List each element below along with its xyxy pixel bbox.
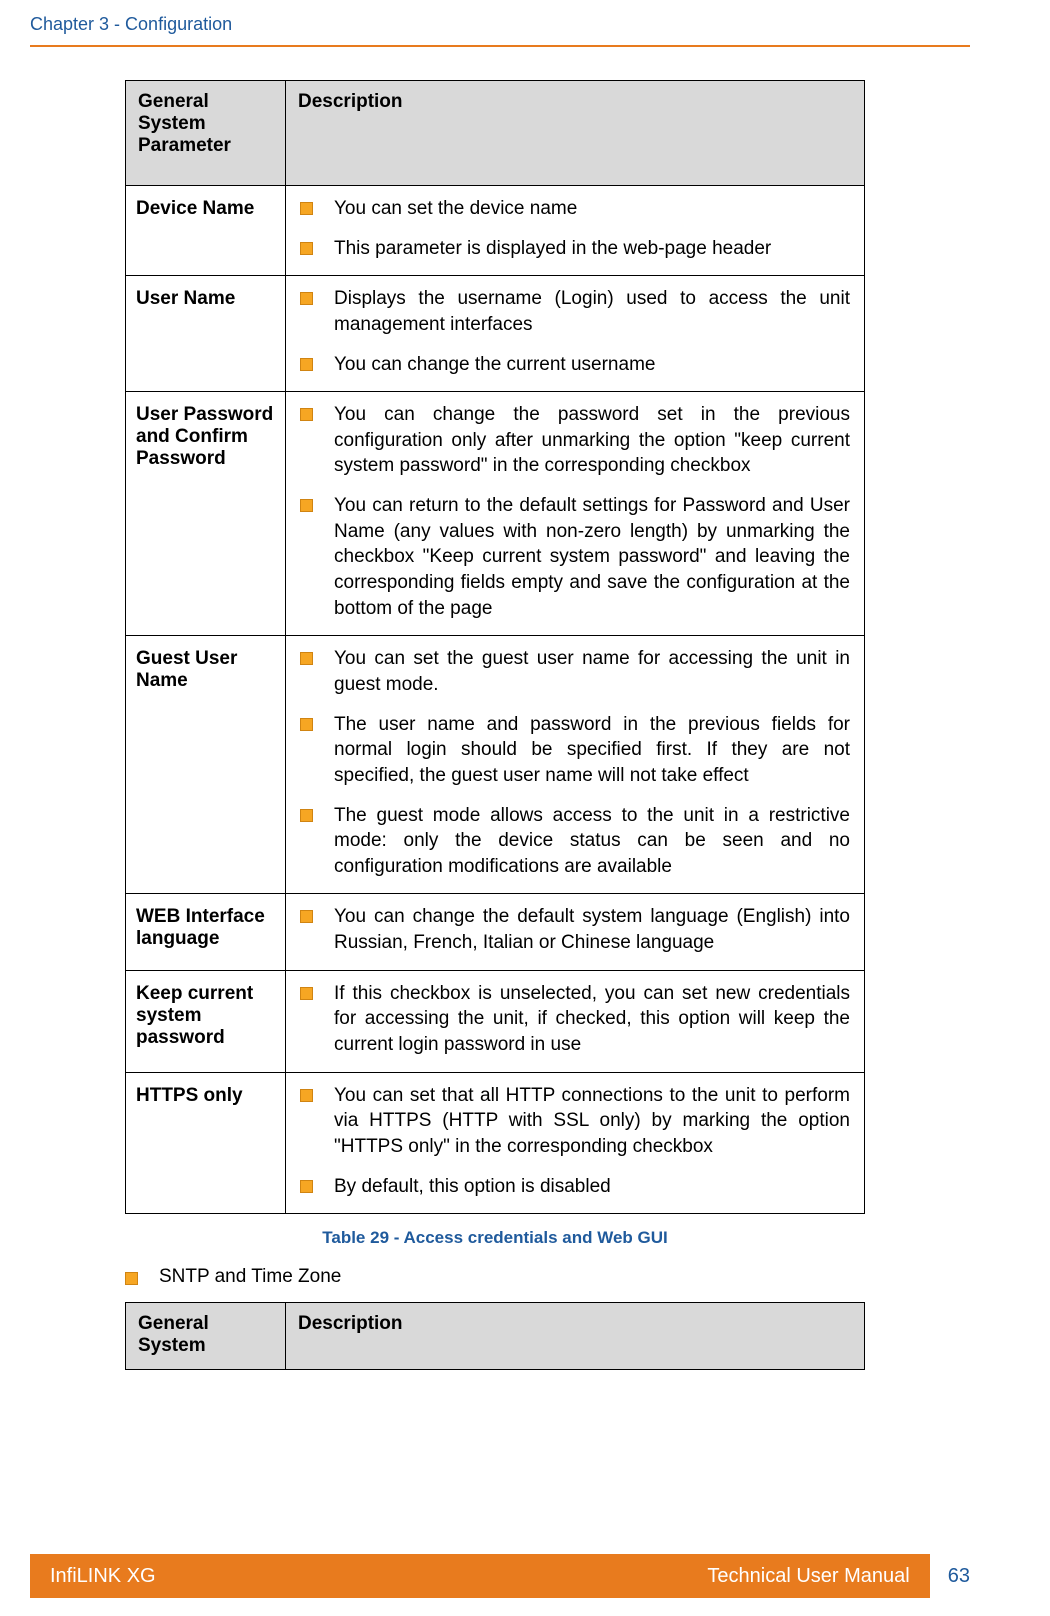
bullet-item: If this checkbox is unselected, you can … bbox=[300, 981, 850, 1058]
table-row: Guest User Name You can set the guest use… bbox=[126, 636, 865, 894]
bullet-item: You can return to the default settings f… bbox=[300, 493, 850, 621]
param-desc-cell: You can set that all HTTP connections to… bbox=[286, 1072, 865, 1214]
param-desc-cell: You can change the default system langua… bbox=[286, 894, 865, 970]
section-sntp-label: SNTP and Time Zone bbox=[159, 1266, 341, 1287]
bullet-item: You can set the device name bbox=[300, 196, 850, 222]
bullet-list: Displays the username (Login) used to ac… bbox=[300, 286, 850, 377]
param-desc-cell: You can set the guest user name for acce… bbox=[286, 636, 865, 894]
param-name-cell: HTTPS only bbox=[126, 1072, 286, 1214]
bullet-list: You can set the guest user name for acce… bbox=[300, 646, 850, 879]
parameters-table-1: General System Parameter Description Dev… bbox=[125, 80, 865, 1214]
table-row: Keep current system passwordIf this chec… bbox=[126, 970, 865, 1072]
bullet-list: You can set the device name This paramete… bbox=[300, 196, 850, 261]
table-row: WEB Interface language You can change the… bbox=[126, 894, 865, 970]
bullet-item: By default, this option is disabled bbox=[300, 1174, 850, 1200]
page-footer: InfiLINK XG Technical User Manual 63 bbox=[30, 1554, 970, 1598]
bullet-item: This parameter is displayed in the web-p… bbox=[300, 236, 850, 262]
table2-header-desc: Description bbox=[286, 1303, 865, 1370]
param-name-cell: User Password and Confirm Password bbox=[126, 392, 286, 636]
bullet-item: The user name and password in the previo… bbox=[300, 712, 850, 789]
table2-header-param: General System bbox=[126, 1303, 286, 1370]
param-name-cell: Device Name bbox=[126, 186, 286, 276]
bullet-list: You can set that all HTTP connections to… bbox=[300, 1083, 850, 1200]
table-row: User Password and Confirm PasswordYou ca… bbox=[126, 392, 865, 636]
bullet-item: The guest mode allows access to the unit… bbox=[300, 803, 850, 880]
bullet-item: You can set that all HTTP connections to… bbox=[300, 1083, 850, 1160]
param-desc-cell: Displays the username (Login) used to ac… bbox=[286, 276, 865, 392]
bullet-list: You can change the default system langua… bbox=[300, 904, 850, 955]
param-desc-cell: You can set the device name This paramete… bbox=[286, 186, 865, 276]
bullet-list: You can change the password set in the p… bbox=[300, 402, 850, 621]
param-name-cell: Guest User Name bbox=[126, 636, 286, 894]
param-desc-cell: If this checkbox is unselected, you can … bbox=[286, 970, 865, 1072]
footer-product: InfiLINK XG bbox=[50, 1565, 156, 1588]
chapter-title: Chapter 3 - Configuration bbox=[30, 14, 970, 35]
table-caption-1: Table 29 - Access credentials and Web GU… bbox=[125, 1228, 865, 1248]
bullet-item: You can set the guest user name for acce… bbox=[300, 646, 850, 697]
main-content: General System Parameter Description Dev… bbox=[125, 80, 865, 1370]
table-row: User Name Displays the username (Login) u… bbox=[126, 276, 865, 392]
table1-header-desc: Description bbox=[286, 81, 865, 186]
section-sntp-title: SNTP and Time Zone bbox=[125, 1266, 865, 1288]
table-row: HTTPS onlyYou can set that all HTTP conn… bbox=[126, 1072, 865, 1214]
footer-orange-bar: InfiLINK XG Technical User Manual bbox=[30, 1554, 930, 1598]
page-header: Chapter 3 - Configuration bbox=[30, 14, 970, 47]
param-name-cell: WEB Interface language bbox=[126, 894, 286, 970]
param-name-cell: User Name bbox=[126, 276, 286, 392]
header-rule bbox=[30, 45, 970, 47]
bullet-item: You can change the current username bbox=[300, 352, 850, 378]
table1-header-param: General System Parameter bbox=[126, 81, 286, 186]
parameters-table-2: General System Description bbox=[125, 1302, 865, 1370]
param-name-cell: Keep current system password bbox=[126, 970, 286, 1072]
table-row: Device Name You can set the device name Th… bbox=[126, 186, 865, 276]
bullet-item: You can change the default system langua… bbox=[300, 904, 850, 955]
bullet-item: You can change the password set in the p… bbox=[300, 402, 850, 479]
page-number: 63 bbox=[948, 1565, 970, 1588]
bullet-item: Displays the username (Login) used to ac… bbox=[300, 286, 850, 337]
footer-doc: Technical User Manual bbox=[707, 1565, 909, 1588]
param-desc-cell: You can change the password set in the p… bbox=[286, 392, 865, 636]
bullet-list: If this checkbox is unselected, you can … bbox=[300, 981, 850, 1058]
